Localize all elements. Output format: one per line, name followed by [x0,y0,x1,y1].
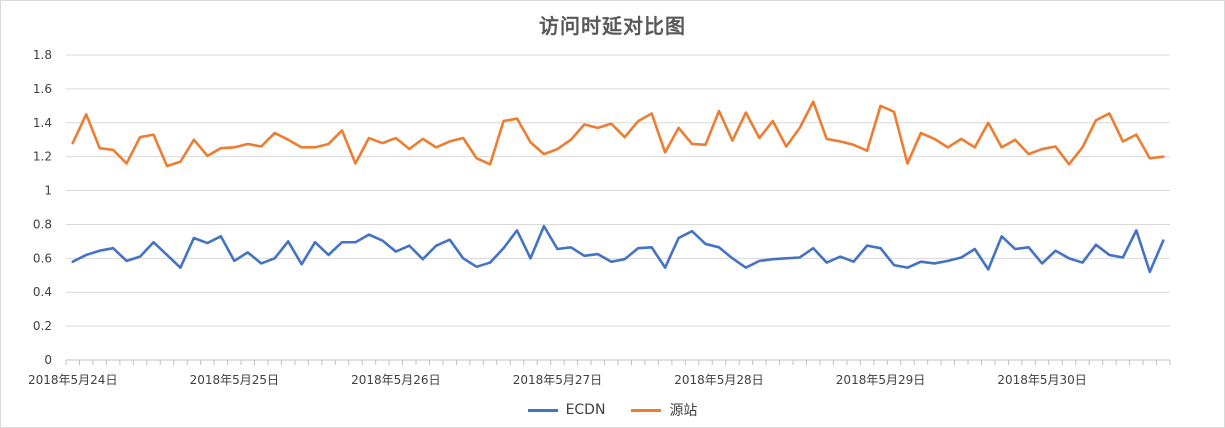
legend-label-origin: 源站 [669,403,698,419]
x-tick-label-5: 2018年5月29日 [836,373,925,387]
legend-item-ecdn: ECDN [527,402,606,418]
y-tick-label-6: 1.2 [33,150,52,164]
series-line-1 [71,100,1165,168]
gridlines [66,54,1170,327]
x-tick-label-4: 2018年5月28日 [674,373,763,387]
series-lines [71,100,1165,274]
y-tick-label-9: 1.8 [33,48,52,62]
y-tick-label-3: 0.6 [33,251,52,265]
y-tick-label-2: 0.4 [33,285,52,299]
y-tick-label-7: 1.4 [33,116,52,130]
x-tick-label-0: 2018年5月24日 [28,373,117,387]
y-tick-label-5: 1 [44,184,52,198]
legend-swatch-ecdn [527,408,558,412]
series-line-0 [71,224,1165,274]
axes [65,359,1171,365]
y-tick-label-0: 0 [44,353,52,367]
legend-swatch-origin [631,408,662,412]
legend: ECDN 源站 [0,400,1225,420]
x-tick-label-2: 2018年5月26日 [351,373,440,387]
y-tick-label-1: 0.2 [33,319,52,333]
legend-item-origin: 源站 [631,400,697,420]
x-tick-label-1: 2018年5月25日 [190,373,279,387]
y-tick-label-4: 0.8 [33,217,52,231]
chart-title: 访问时延对比图 [539,14,686,38]
x-tick-label-3: 2018年5月27日 [513,373,602,387]
legend-label-ecdn: ECDN [565,402,606,418]
y-tick-label-8: 1.6 [33,82,52,96]
x-tick-label-6: 2018年5月30日 [997,373,1086,387]
tick-labels: 0 0.2 0.4 0.6 0.8 1 1.2 1.4 1.6 1.8 2018年5月24日 2018… [28,48,1087,387]
